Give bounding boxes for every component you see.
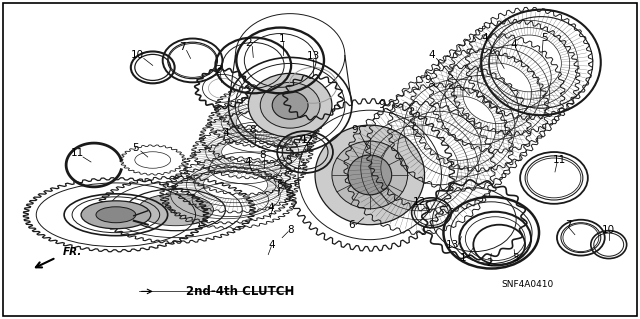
Text: 4: 4 <box>269 240 276 250</box>
Text: 7: 7 <box>566 220 572 230</box>
Text: 8: 8 <box>287 225 294 235</box>
Text: 9: 9 <box>424 75 431 85</box>
Text: 9: 9 <box>351 125 358 135</box>
Text: 8: 8 <box>259 150 266 160</box>
Text: 12: 12 <box>413 197 426 207</box>
Text: 4: 4 <box>511 41 518 50</box>
Ellipse shape <box>315 125 424 225</box>
Text: 3: 3 <box>512 253 518 263</box>
Ellipse shape <box>260 82 320 128</box>
Text: 13: 13 <box>446 240 459 250</box>
Text: 5: 5 <box>541 33 547 42</box>
Text: 4: 4 <box>244 157 251 167</box>
Text: 12: 12 <box>300 135 314 145</box>
Text: FR.: FR. <box>63 247 83 256</box>
Ellipse shape <box>81 201 151 229</box>
Text: 1: 1 <box>460 253 467 263</box>
Text: 4: 4 <box>481 33 488 42</box>
Ellipse shape <box>138 194 214 226</box>
Text: 2nd-4th CLUTCH: 2nd-4th CLUTCH <box>186 285 294 298</box>
Text: 4: 4 <box>268 203 275 213</box>
Text: 7: 7 <box>179 42 186 53</box>
Text: 11: 11 <box>552 155 566 165</box>
Text: 4: 4 <box>428 50 435 61</box>
Text: 5: 5 <box>132 143 139 153</box>
Text: 10: 10 <box>131 50 145 61</box>
Text: 13: 13 <box>307 51 319 62</box>
Text: 8: 8 <box>276 180 282 190</box>
Ellipse shape <box>96 207 136 223</box>
Ellipse shape <box>348 155 392 195</box>
Text: 9: 9 <box>378 100 385 110</box>
Text: 2: 2 <box>245 38 252 48</box>
Text: SNF4A0410: SNF4A0410 <box>501 280 553 289</box>
Text: 3: 3 <box>215 65 221 75</box>
Text: 6: 6 <box>349 220 355 230</box>
Ellipse shape <box>332 141 408 209</box>
Text: 10: 10 <box>602 225 615 235</box>
Ellipse shape <box>248 73 332 137</box>
Text: 2: 2 <box>486 257 493 268</box>
Text: 4: 4 <box>222 128 228 138</box>
Text: 1: 1 <box>279 33 285 43</box>
Text: 8: 8 <box>249 125 255 135</box>
Ellipse shape <box>272 91 308 119</box>
Text: 11: 11 <box>70 148 84 158</box>
